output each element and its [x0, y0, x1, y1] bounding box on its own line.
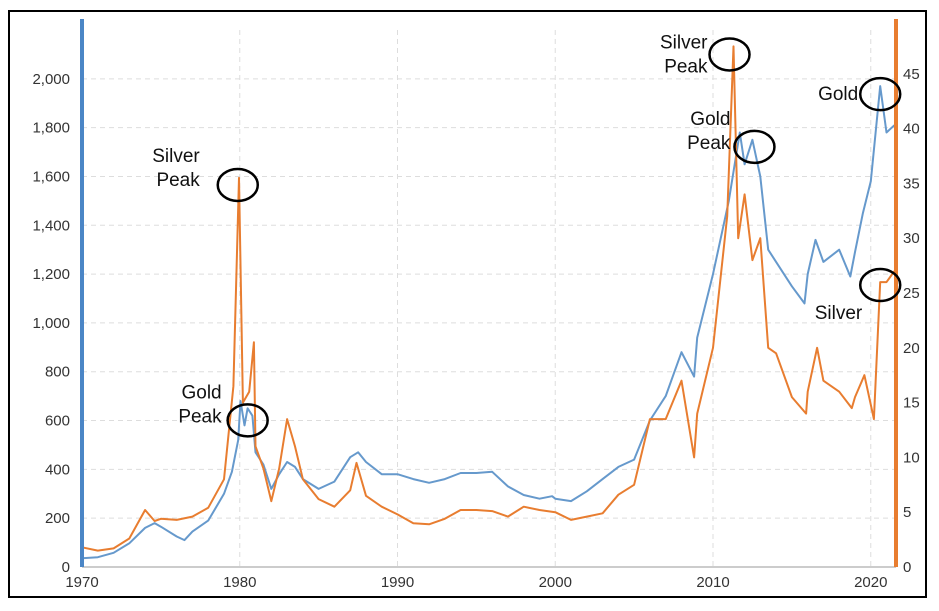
annotation-text: Gold [818, 84, 858, 105]
y-left-tick-label: 0 [62, 559, 70, 576]
annotation-circle [226, 403, 269, 438]
annotation-text: Peak [156, 170, 200, 191]
y-left-tick-label: 1,000 [32, 315, 70, 332]
series-lines [81, 45, 896, 560]
annotation-text: Peak [687, 133, 731, 154]
annotations: Silver Peak Gold Peak Silver Peak Gold Peak Gold… [152, 32, 902, 438]
y-right-tick-label: 30 [903, 230, 920, 247]
annotation-text: Silver [660, 32, 708, 53]
annotation-text: Peak [664, 56, 708, 77]
y-right-tick-label: 45 [903, 66, 920, 83]
y-left-tick-label: 1,400 [32, 217, 70, 234]
y-left-tick-label: 200 [45, 510, 70, 527]
y-left-tick-label: 1,800 [32, 120, 70, 137]
x-tick-label: 1990 [381, 574, 414, 591]
annotation-circle [858, 267, 902, 303]
y-right-tick-label: 25 [903, 285, 920, 302]
y-left-tick-label: 2,000 [32, 71, 70, 88]
annotation-circle [858, 76, 902, 112]
annotation-circle [216, 167, 260, 203]
y-right-tick-label: 40 [903, 121, 920, 138]
y-right-tick-label: 35 [903, 175, 920, 192]
annotation-text: Silver [815, 303, 863, 324]
y-right-tick-label: 15 [903, 395, 920, 412]
y-right-tick-label: 10 [903, 449, 920, 466]
gold-price-line [81, 85, 896, 560]
annotation-text: Silver [152, 146, 200, 167]
annotation-text: Gold [690, 109, 730, 130]
y-right-tick-label: 0 [903, 559, 911, 576]
y-left-tick-label: 400 [45, 461, 70, 478]
annotation-text: Peak [178, 406, 222, 427]
y-left-tick-label: 600 [45, 413, 70, 430]
tick-labels: 02004006008001,0001,2001,4001,6001,8002,… [32, 66, 919, 591]
y-left-tick-label: 1,200 [32, 266, 70, 283]
y-left-tick-label: 1,600 [32, 168, 70, 185]
annotation-circle [708, 37, 751, 72]
x-tick-label: 1980 [223, 574, 256, 591]
grid [81, 30, 896, 567]
x-tick-label: 2010 [696, 574, 729, 591]
silver-price-line [81, 45, 896, 552]
x-tick-label: 1970 [65, 574, 98, 591]
annotation-text: Gold [181, 382, 221, 403]
x-tick-label: 2000 [539, 574, 572, 591]
x-tick-label: 2020 [854, 574, 887, 591]
y-right-tick-label: 20 [903, 340, 920, 357]
annotation-circle [733, 129, 776, 165]
chart-border [8, 10, 927, 598]
y-right-tick-label: 5 [903, 504, 911, 521]
y-left-tick-label: 800 [45, 364, 70, 381]
axes [80, 19, 898, 568]
